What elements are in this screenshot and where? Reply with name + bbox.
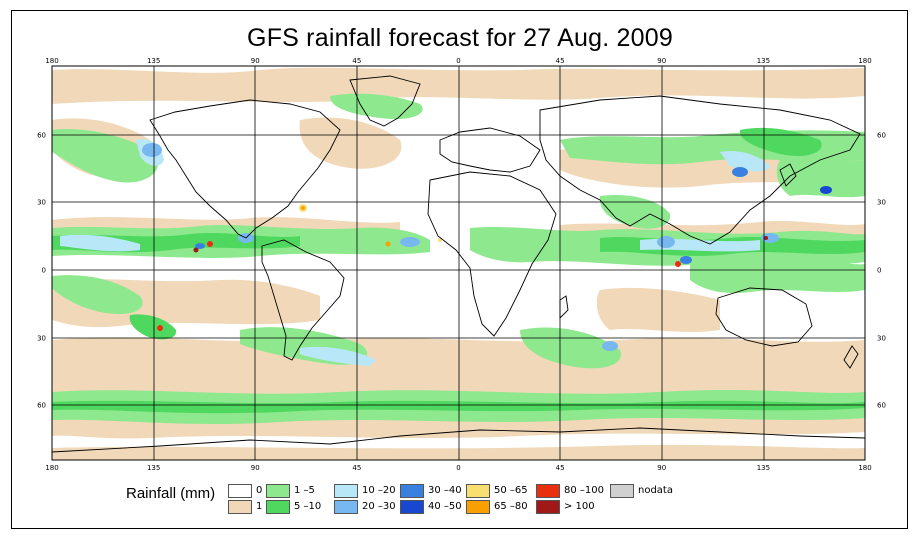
lon-tick-bottom-5: 45 [556, 464, 565, 472]
figure-frame [11, 10, 908, 529]
graticule [52, 66, 865, 460]
legend-label-4: 10 –20 [362, 485, 396, 496]
lon-tick-bottom-7: 135 [757, 464, 770, 472]
legend-swatch-3 [266, 500, 290, 514]
lat-tick-left-0: 60 [37, 132, 46, 140]
lon-tick-bottom-2: 90 [251, 464, 260, 472]
legend-label-7: 40 –50 [428, 501, 462, 512]
lat-tick-left-1: 30 [37, 199, 46, 207]
legend-label-9: 65 –80 [494, 501, 528, 512]
legend-swatch-8 [466, 484, 490, 498]
legend-swatch-2 [266, 484, 290, 498]
lat-tick-right-4: 60 [877, 402, 886, 410]
lon-tick-top-5: 45 [556, 57, 565, 65]
lon-tick-top-0: 180 [45, 57, 58, 65]
legend-label-3: 5 –10 [294, 501, 322, 512]
lon-tick-top-3: 45 [352, 57, 361, 65]
legend-label-5: 20 –30 [362, 501, 396, 512]
lon-tick-top-2: 90 [251, 57, 260, 65]
legend-swatch-7 [400, 500, 424, 514]
legend-swatch-6 [400, 484, 424, 498]
coastlines [52, 75, 865, 453]
lat-tick-right-2: 0 [877, 267, 881, 275]
lon-tick-bottom-6: 90 [657, 464, 666, 472]
rain-50-plus-cells [157, 204, 768, 331]
legend-swatch-11 [536, 500, 560, 514]
legend-swatch-10 [536, 484, 560, 498]
lon-tick-top-7: 135 [757, 57, 770, 65]
axis-ticks: 180 180 135 135 90 90 45 45 0 0 45 45 90 90 135 135 180 1… [37, 57, 886, 472]
lon-tick-bottom-3: 45 [352, 464, 361, 472]
lat-tick-left-4: 60 [37, 402, 46, 410]
lat-tick-right-3: 30 [877, 335, 886, 343]
legend-label-2: 1 –5 [294, 485, 315, 496]
rain-20-50mm-cells [142, 143, 832, 351]
legend-label-6: 30 –40 [428, 485, 462, 496]
legend-swatch-12 [610, 484, 634, 498]
legend-label-0: 0 [256, 485, 263, 496]
legend-swatch-0 [228, 484, 252, 498]
lat-tick-left-3: 30 [37, 335, 46, 343]
legend-label-12: nodata [638, 485, 673, 496]
legend-label-10: 80 –100 [564, 485, 604, 496]
legend-label-8: 50 –65 [494, 485, 528, 496]
lon-tick-bottom-0: 180 [45, 464, 58, 472]
legend-swatch-5 [334, 500, 358, 514]
lon-tick-bottom-4: 0 [456, 464, 460, 472]
lon-tick-bottom-8: 180 [858, 464, 871, 472]
lon-tick-bottom-1: 135 [147, 464, 160, 472]
lon-tick-top-6: 90 [657, 57, 666, 65]
legend-label-11: > 100 [564, 501, 595, 512]
lon-tick-top-8: 180 [858, 57, 871, 65]
lon-tick-top-1: 135 [147, 57, 160, 65]
lat-tick-right-0: 60 [877, 132, 886, 140]
lat-tick-left-2: 0 [42, 267, 46, 275]
lon-tick-top-4: 0 [456, 57, 460, 65]
legend-swatch-1 [228, 500, 252, 514]
legend-title: Rainfall (mm) [126, 485, 216, 502]
legend-swatch-4 [334, 484, 358, 498]
legend-label-1: 1 [256, 501, 263, 512]
map-title: GFS rainfall forecast for 27 Aug. 2009 [247, 24, 673, 52]
legend-swatch-9 [466, 500, 490, 514]
lat-tick-right-1: 30 [877, 199, 886, 207]
